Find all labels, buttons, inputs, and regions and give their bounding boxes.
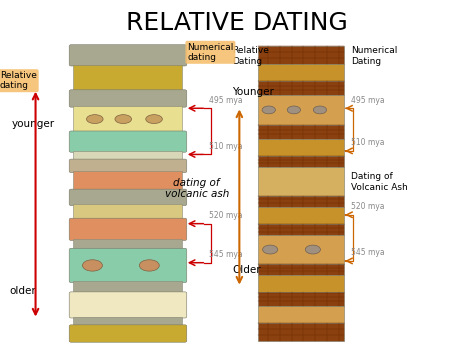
Bar <box>73 317 182 326</box>
Text: 495 mya: 495 mya <box>351 96 384 105</box>
Bar <box>258 138 344 156</box>
Text: Relative
dating: Relative dating <box>0 71 37 91</box>
Bar <box>258 293 344 306</box>
Bar <box>258 81 344 94</box>
Bar <box>258 323 344 341</box>
Text: Older: Older <box>232 265 261 275</box>
Bar <box>73 239 182 250</box>
Ellipse shape <box>287 106 301 114</box>
Bar <box>73 171 182 191</box>
Bar <box>73 106 182 132</box>
Text: older: older <box>9 286 36 296</box>
Text: Younger: Younger <box>232 87 274 97</box>
FancyBboxPatch shape <box>69 325 187 342</box>
Bar <box>258 46 344 64</box>
Text: Numerical
Dating: Numerical Dating <box>351 46 397 66</box>
Bar <box>258 275 344 293</box>
Bar <box>258 264 344 275</box>
Ellipse shape <box>139 260 159 271</box>
Ellipse shape <box>115 115 131 124</box>
FancyBboxPatch shape <box>69 292 187 318</box>
Ellipse shape <box>86 115 103 124</box>
Bar <box>73 204 182 220</box>
Text: 495 mya: 495 mya <box>209 96 242 105</box>
Bar <box>258 306 344 323</box>
Text: 520 mya: 520 mya <box>209 211 242 220</box>
Ellipse shape <box>313 106 327 114</box>
Bar <box>258 224 344 235</box>
Bar <box>73 281 182 293</box>
Ellipse shape <box>263 245 278 254</box>
Bar <box>258 235 344 264</box>
Ellipse shape <box>305 245 320 254</box>
FancyBboxPatch shape <box>69 248 187 283</box>
Bar <box>258 156 344 167</box>
Text: Dating of
Volcanic Ash: Dating of Volcanic Ash <box>351 172 408 192</box>
Text: 520 mya: 520 mya <box>351 202 384 211</box>
FancyBboxPatch shape <box>69 131 187 152</box>
Ellipse shape <box>146 115 162 124</box>
Bar <box>258 196 344 207</box>
Text: 545 mya: 545 mya <box>351 248 384 257</box>
FancyBboxPatch shape <box>69 159 187 173</box>
Text: 510 mya: 510 mya <box>351 138 384 147</box>
Ellipse shape <box>262 106 275 114</box>
Bar <box>73 151 182 160</box>
Text: younger: younger <box>12 119 55 129</box>
FancyBboxPatch shape <box>69 90 187 107</box>
FancyBboxPatch shape <box>69 218 187 240</box>
Bar <box>258 94 344 125</box>
FancyBboxPatch shape <box>69 45 187 66</box>
Text: Numerical
dating: Numerical dating <box>187 43 234 62</box>
Bar <box>258 64 344 81</box>
Text: RELATIVE DATING: RELATIVE DATING <box>126 11 348 35</box>
Bar <box>258 125 344 138</box>
Bar <box>73 65 182 91</box>
Text: dating of
volcanic ash: dating of volcanic ash <box>164 178 229 199</box>
Bar <box>258 167 344 196</box>
FancyBboxPatch shape <box>69 189 187 206</box>
Text: Relative
Dating: Relative Dating <box>232 46 269 66</box>
Text: 510 mya: 510 mya <box>209 142 242 151</box>
Ellipse shape <box>82 260 102 271</box>
Bar <box>258 207 344 224</box>
Text: 545 mya: 545 mya <box>209 250 242 259</box>
